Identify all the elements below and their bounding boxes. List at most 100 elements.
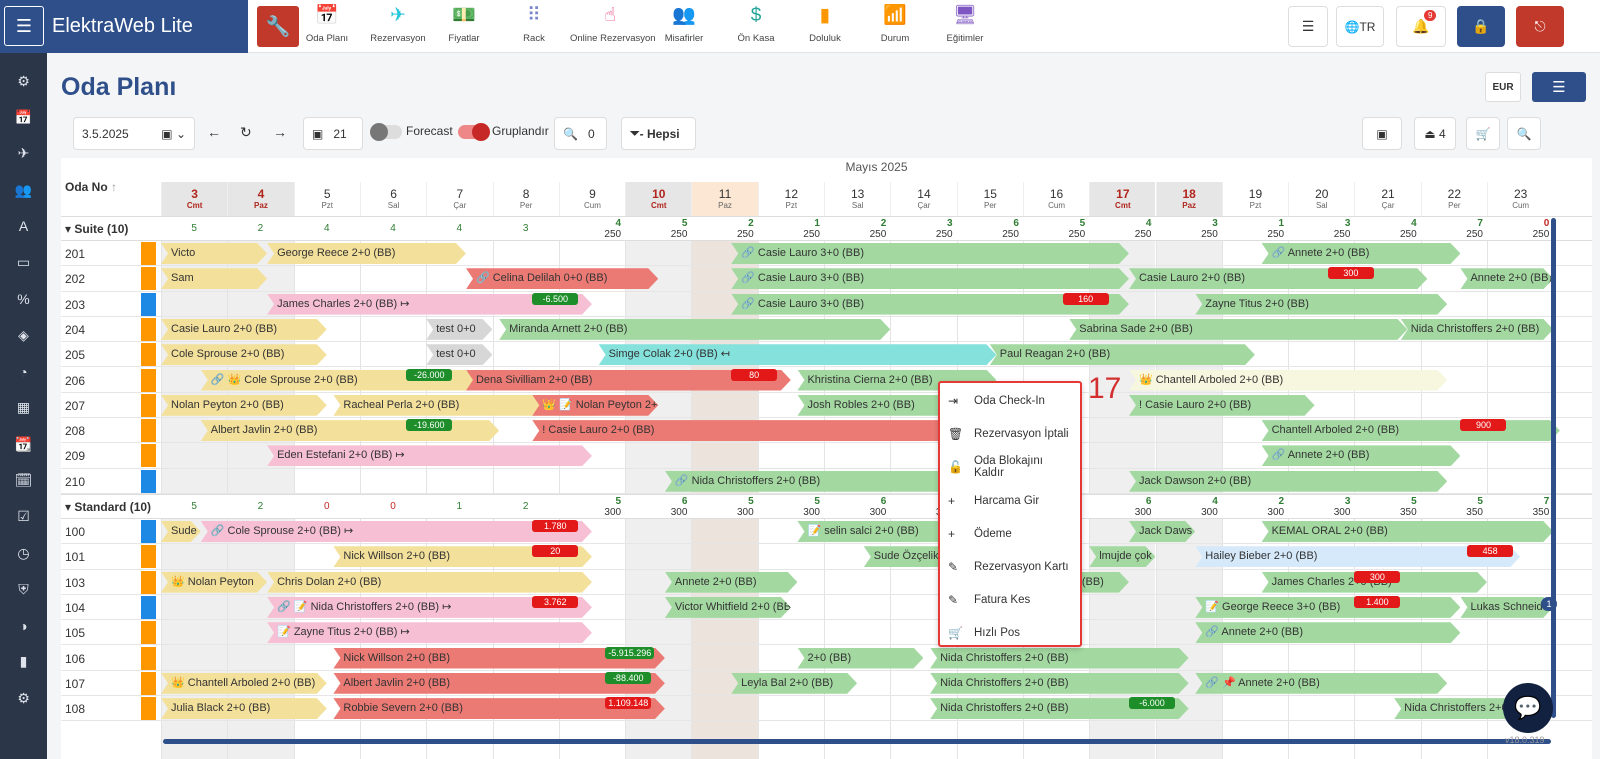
room-number[interactable]: 108 <box>65 702 86 717</box>
room-group-row[interactable]: ▾ Standard (10) 5 2 0 0 1 2 5 300 6 300 5 300 5 300 6 30… <box>61 494 1592 519</box>
reservation-bar[interactable]: 👑 Chantell Arboled 2+0 (BB) <box>161 673 327 694</box>
reservation-bar[interactable]: Simge Colak 2+0 (BB) ↤ <box>599 344 997 365</box>
reservation-bar[interactable]: Albert Javlin 2+0 (BB) <box>201 420 499 441</box>
forecast-toggle[interactable]: Forecast <box>370 122 453 141</box>
reservation-bar[interactable]: 🔗 👑 Cole Sprouse 2+0 (BB) <box>201 370 499 391</box>
nav-durum[interactable]: 📶 Durum <box>855 5 935 44</box>
menu-item-8[interactable]: 🛒 Hızlı Pos <box>948 617 1076 649</box>
menu-item-6[interactable]: ✎ Rezervasyon Kartı <box>948 551 1076 583</box>
room-number-header[interactable]: Oda No ↑ <box>65 180 117 194</box>
reservation-bar[interactable]: 🔗 Cole Sprouse 2+0 (BB) ↦ <box>201 521 592 542</box>
menu-item-4[interactable]: + Harcama Gir <box>948 485 1076 517</box>
reservation-bar[interactable]: 🔗 Annete 2+0 (BB) <box>1262 445 1461 466</box>
reservation-bar[interactable]: James Charles 2+0 (BB) ↦ <box>267 294 592 315</box>
reservation-bar[interactable]: Lukas Schneider <box>1460 597 1553 618</box>
calendar-alt-icon[interactable]: 🗓 <box>14 471 33 488</box>
logout-button[interactable]: ⎋ <box>1516 6 1564 47</box>
menu-item-3[interactable]: 🔓 Oda Blokajını Kaldır <box>948 451 1076 483</box>
nav-eğitimler[interactable]: 🖥 Eğitimler <box>925 5 1005 44</box>
nav-ön-kasa[interactable]: $ Ön Kasa <box>716 5 796 44</box>
horizontal-scrollbar[interactable] <box>163 739 1551 744</box>
reservation-bar[interactable]: Sude <box>161 521 201 542</box>
day-header[interactable]: 4 Paz <box>227 182 294 216</box>
nav-misafirler[interactable]: 👥 Misafirler <box>644 5 724 44</box>
reservation-bar[interactable]: Robbie Severn 2+0 (BB) <box>333 698 665 719</box>
reservation-bar[interactable]: 📝 Zayne Titus 2+0 (BB) ↦ <box>267 622 592 643</box>
plane-icon[interactable]: ✈ <box>17 145 30 162</box>
reservation-bar[interactable]: Victor Whitfield 2+0 (BB) <box>665 597 791 618</box>
day-header[interactable]: 16 Cum <box>1022 182 1089 216</box>
day-header[interactable]: 22 Per <box>1420 182 1487 216</box>
day-header[interactable]: 7 Çar <box>426 182 492 216</box>
day-header[interactable]: 20 Sal <box>1288 182 1354 216</box>
filter-lines-button[interactable]: ☰ <box>1288 6 1328 47</box>
day-header[interactable]: 3 Cmt <box>161 182 228 216</box>
day-header[interactable]: 10 Cmt <box>625 182 692 216</box>
table-icon[interactable]: ▦ <box>16 399 31 416</box>
day-header[interactable]: 21 Çar <box>1354 182 1420 216</box>
date-picker[interactable]: 3.5.2025 ▣ ⌄ <box>73 117 195 150</box>
reservation-bar[interactable]: ! Casie Lauro 2+0 (BB) <box>1129 395 1315 416</box>
lock-button[interactable]: 🔒 <box>1457 6 1505 47</box>
filter-button[interactable]: ⏷ - Hepsi <box>621 117 696 150</box>
money-icon[interactable]: ▭ <box>16 254 31 271</box>
day-header[interactable]: 13 Sal <box>824 182 890 216</box>
reservation-bar[interactable]: Eden Estefani 2+0 (BB) ↦ <box>267 445 592 466</box>
reservation-bar[interactable]: Nick Willson 2+0 (BB) <box>333 648 665 669</box>
book-icon[interactable]: ▮ <box>19 653 28 670</box>
search-button[interactable]: 🔍 0 <box>554 117 607 150</box>
reservation-bar[interactable]: Nida Christoffers 2+0 (BB) <box>930 698 1189 719</box>
day-header[interactable]: 5 Pzt <box>293 182 360 216</box>
day-header[interactable]: 18 Paz <box>1155 182 1222 216</box>
room-number[interactable]: 101 <box>65 550 86 565</box>
language-button[interactable]: 🌐 TR <box>1336 6 1384 47</box>
group-toggle[interactable]: Gruplandır <box>458 122 549 141</box>
day-header[interactable]: 15 Per <box>956 182 1023 216</box>
eject-button[interactable]: ⏏ 4 <box>1414 117 1456 150</box>
room-group-row[interactable]: ▾ Suite (10) 5 2 4 4 4 3 4 250 5 250 2 250 1 250 2 250 3 2… <box>61 216 1592 241</box>
reservation-bar[interactable]: 👑 📝 Nolan Peyton 2+0 <box>532 395 658 416</box>
gauge-icon[interactable]: ◑ <box>19 617 28 634</box>
reservation-bar[interactable]: KEMAL ORAL 2+0 (BB) <box>1262 521 1554 542</box>
reservation-bar[interactable]: 🔗 Nida Christoffers 2+0 (BB) <box>665 471 970 492</box>
reservation-bar[interactable]: Nolan Peyton 2+0 (BB) <box>161 395 327 416</box>
reservation-bar[interactable]: 📝 selin salci 2+0 (BB) <box>797 521 963 542</box>
translate-badge[interactable]: 1 <box>1541 597 1557 611</box>
nav-fiyatlar[interactable]: 💵 Fiyatlar <box>424 5 504 44</box>
reservation-bar[interactable]: Julia Black 2+0 (BB) <box>161 698 327 719</box>
group-switch[interactable] <box>458 122 490 141</box>
refresh-icon[interactable]: ↻ <box>240 124 252 140</box>
reservation-bar[interactable]: test 0+0 <box>426 344 492 365</box>
reservation-bar[interactable]: George Reece 2+0 (BB) <box>267 243 466 264</box>
room-number[interactable]: 105 <box>65 626 86 641</box>
reservation-bar[interactable]: lmujde çok <box>1089 546 1155 567</box>
reservation-bar[interactable]: Leyla Bal 2+0 (BB) <box>731 673 857 694</box>
history-icon[interactable]: ◷ <box>17 544 30 561</box>
shield-icon[interactable]: ⛨ <box>18 580 29 597</box>
vertical-scrollbar[interactable] <box>1551 218 1556 718</box>
reservation-bar[interactable]: Sude Özçelik <box>864 546 957 567</box>
room-number[interactable]: 204 <box>65 322 86 337</box>
gear-icon[interactable]: ⚙ <box>17 689 30 706</box>
room-number[interactable]: 104 <box>65 600 86 615</box>
reservation-bar[interactable]: Sabrina Sade 2+0 (BB) <box>1069 319 1407 340</box>
reservation-bar[interactable]: Sam <box>161 268 267 289</box>
nav-rezervasyon[interactable]: ✈ Rezervasyon <box>358 5 438 44</box>
reservation-bar[interactable]: Nick Willson 2+0 (BB) <box>333 546 592 567</box>
reservation-bar[interactable]: Dena Sivilliam 2+0 (BB) <box>466 370 791 391</box>
day-header[interactable]: 6 Sal <box>359 182 426 216</box>
room-number[interactable]: 107 <box>65 676 86 691</box>
nav-doluluk[interactable]: ▮ Doluluk <box>785 5 865 44</box>
pie-chart-icon[interactable]: ◔ <box>19 363 28 380</box>
day-header[interactable]: 8 Per <box>492 182 559 216</box>
calendar-icon[interactable]: 📅 <box>14 108 33 125</box>
forecast-switch[interactable] <box>370 122 402 141</box>
room-number[interactable]: 208 <box>65 424 86 439</box>
nav-online-rezervasyon[interactable]: ☝ Online Rezervasyon <box>570 5 656 44</box>
day-header[interactable]: 9 Cum <box>558 182 625 216</box>
reservation-bar[interactable]: Miranda Arnett 2+0 (BB) <box>499 319 890 340</box>
day-count-button[interactable]: ▣ 21 <box>303 117 363 150</box>
reservation-bar[interactable]: 🔗 Casie Lauro 3+0 (BB) <box>731 268 1129 289</box>
reservation-bar[interactable]: test 0+0 <box>426 319 492 340</box>
percent-icon[interactable]: % <box>17 290 30 307</box>
